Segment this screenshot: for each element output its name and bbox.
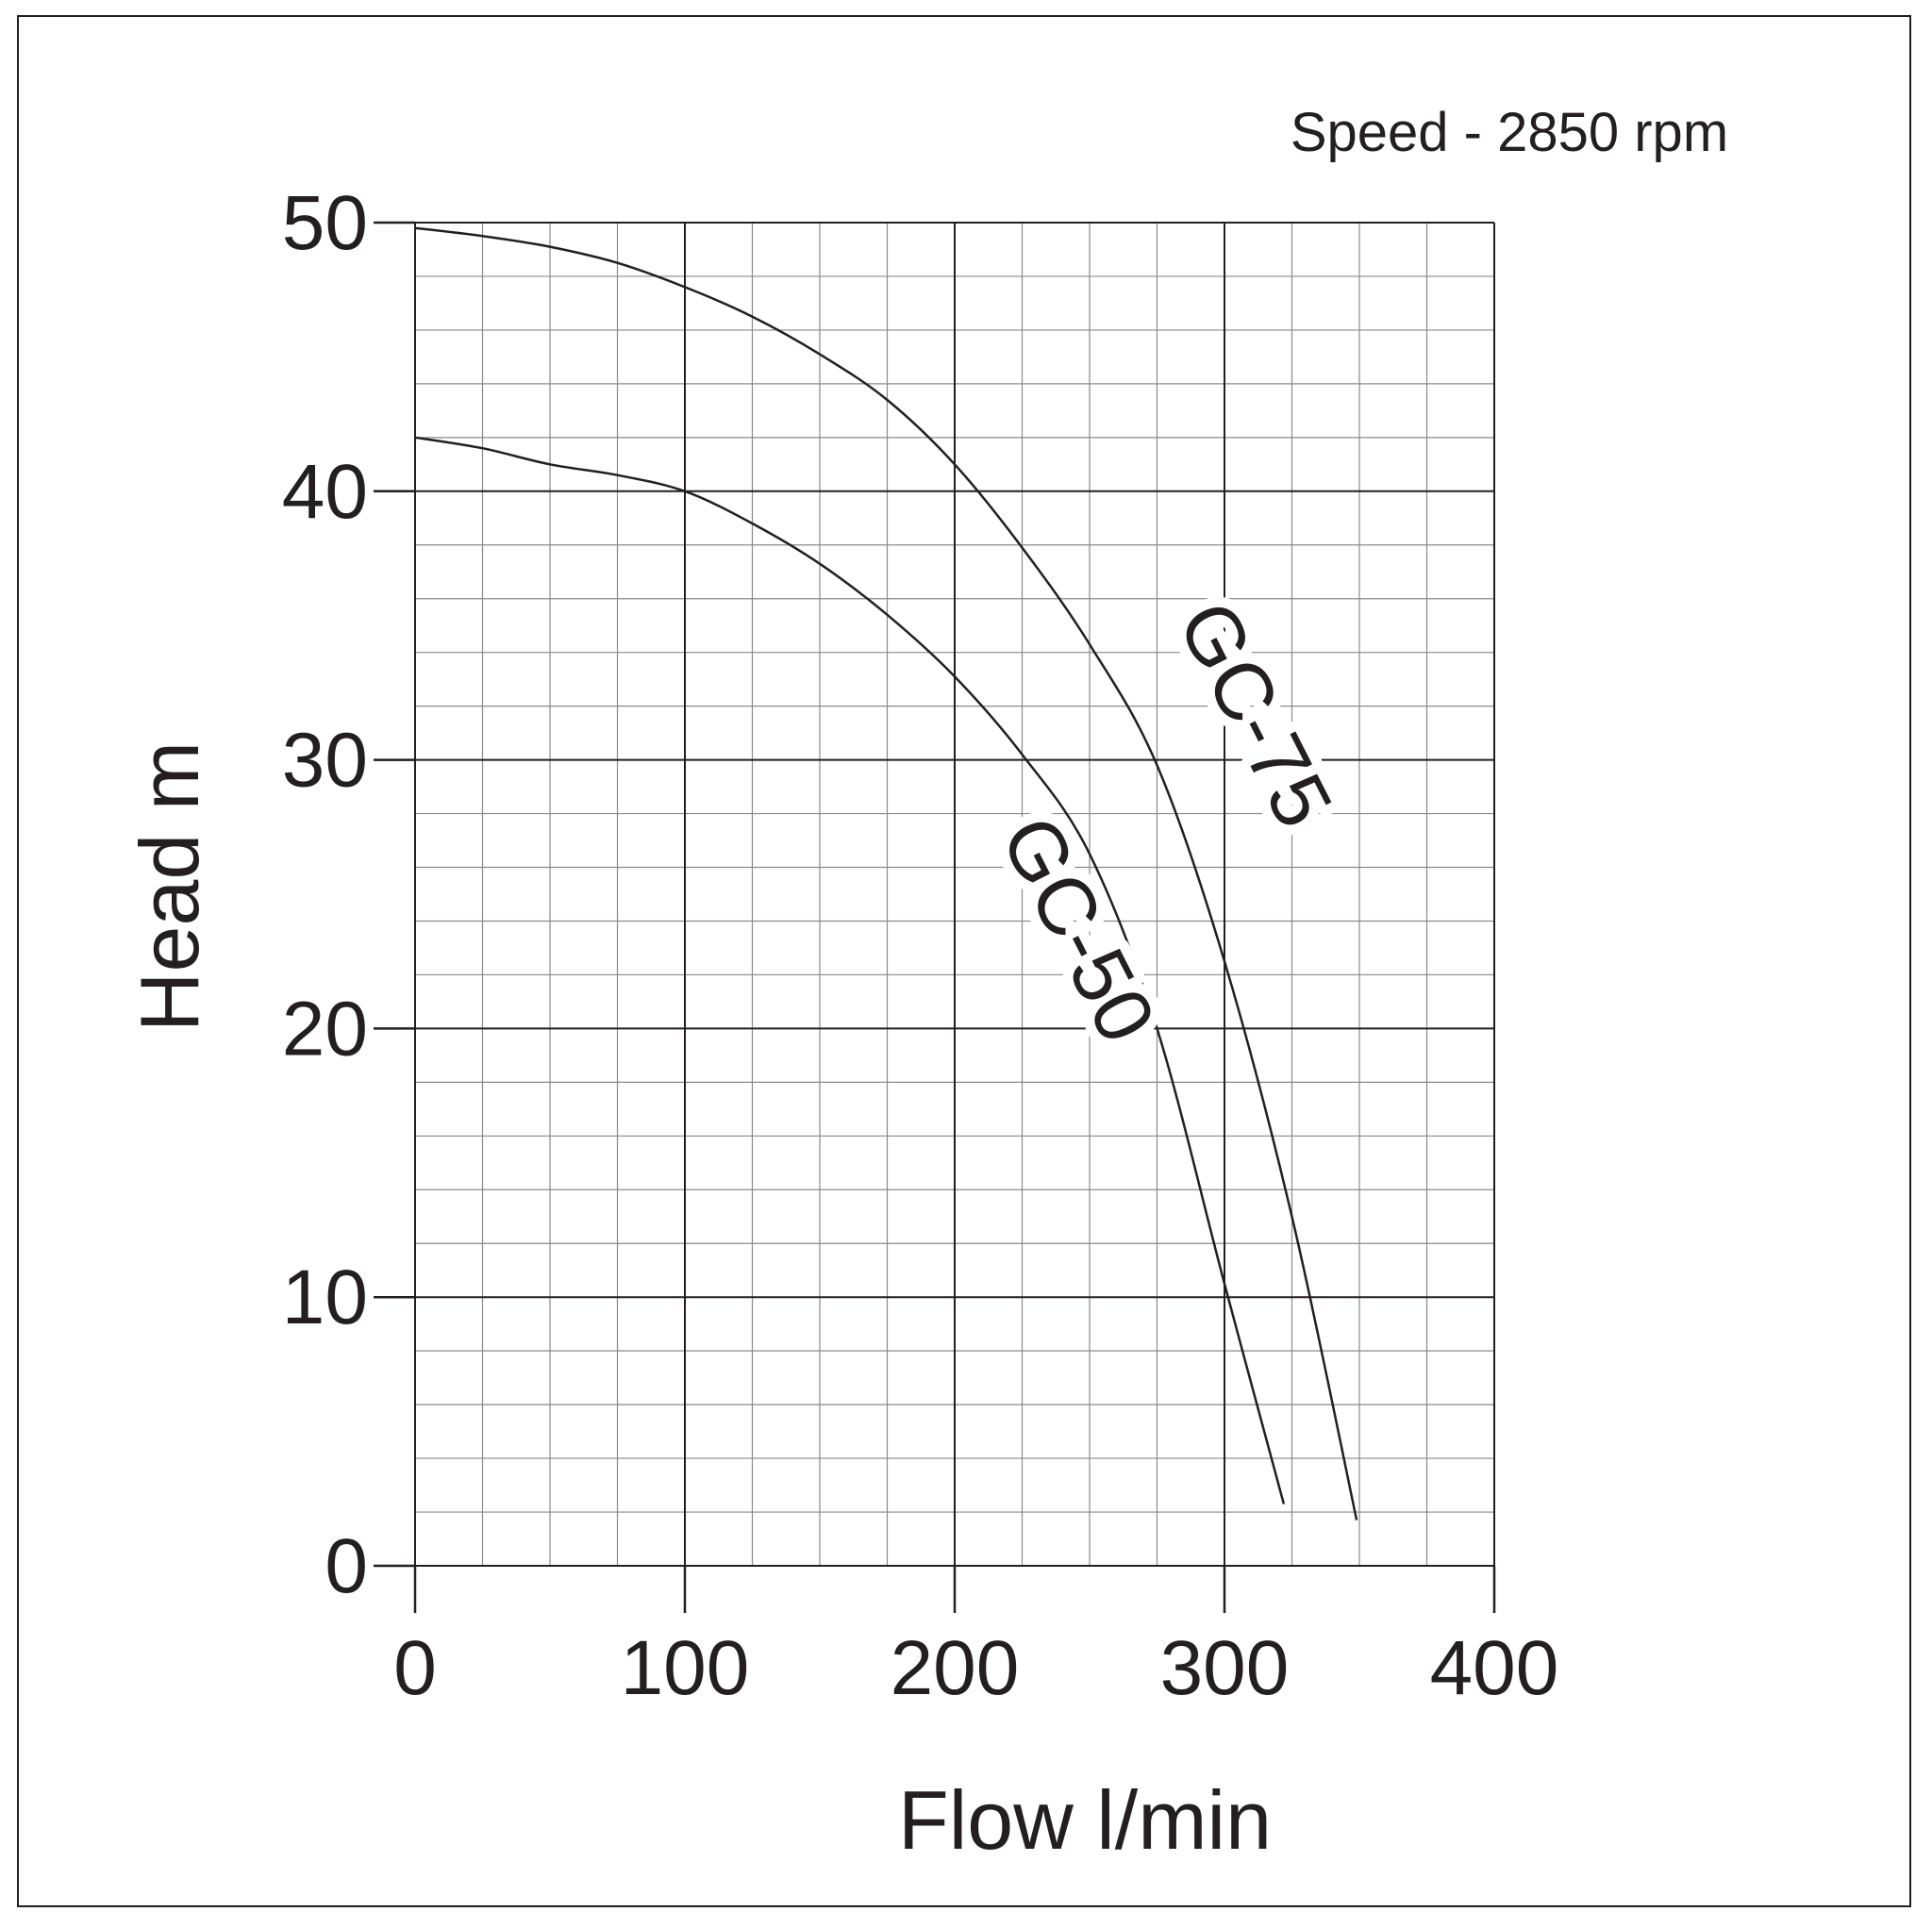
y-tick-label: 40 — [282, 449, 368, 535]
x-tick-label: 100 — [621, 1625, 750, 1711]
series-lines — [414, 226, 1358, 1521]
y-tick-label: 20 — [282, 986, 368, 1072]
chart-frame — [17, 15, 1911, 1907]
y-tick-label: 30 — [282, 718, 368, 804]
y-axis-label: Head m — [123, 741, 216, 1032]
x-tick-label: 300 — [1160, 1625, 1290, 1711]
series-line-gc-50 — [414, 436, 1286, 1504]
axes — [374, 221, 1496, 1613]
x-tick-label: 400 — [1430, 1625, 1559, 1711]
series-line-gc-75 — [414, 226, 1358, 1521]
y-tick-label: 50 — [282, 180, 368, 266]
x-tick-labels: 0 100 200 300 400 — [393, 1625, 1558, 1711]
speed-annotation: Speed - 2850 rpm — [1291, 102, 1728, 163]
x-tick-label: 0 — [393, 1625, 437, 1711]
y-tick-label: 10 — [282, 1255, 368, 1340]
y-tick-label: 0 — [325, 1523, 368, 1609]
y-tick-labels: 0 10 20 30 40 50 — [282, 180, 368, 1609]
x-tick-label: 200 — [891, 1625, 1020, 1711]
series-label-gc-75: GC-75 — [1160, 588, 1350, 841]
series-label-gc-50: GC-50 — [983, 803, 1173, 1056]
x-axis-label: Flow l/min — [898, 1773, 1272, 1867]
major-grid — [414, 222, 1495, 1567]
